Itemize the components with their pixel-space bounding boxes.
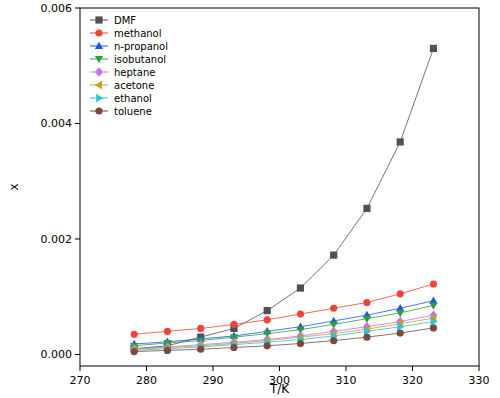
x-tick <box>346 366 347 371</box>
point <box>131 331 138 338</box>
point <box>264 342 271 349</box>
x-tick <box>80 366 81 371</box>
point <box>197 325 204 332</box>
point <box>297 310 304 317</box>
point <box>363 316 371 323</box>
y-tick <box>75 123 80 124</box>
y-tick <box>75 238 80 239</box>
y-tick <box>75 354 80 355</box>
y-tick-label: 0.006 <box>41 2 73 15</box>
x-tick-label: 310 <box>336 374 357 387</box>
point <box>429 302 437 309</box>
x-tick <box>412 366 413 371</box>
legend-label: acetone <box>114 80 154 91</box>
legend: DMF methanol n-propanol isobutanol heptane ac… <box>90 15 168 117</box>
legend-label: isobutanol <box>114 54 166 65</box>
legend-label: DMF <box>114 15 136 26</box>
plot-data <box>130 45 438 355</box>
series-line <box>134 322 433 351</box>
point <box>330 252 337 259</box>
plot-frame <box>80 8 479 366</box>
series-line <box>134 284 433 334</box>
point <box>330 305 337 312</box>
x-tick-label: 320 <box>402 374 423 387</box>
legend-marker <box>96 94 103 102</box>
legend-marker <box>95 16 102 23</box>
point <box>264 316 271 323</box>
point <box>297 284 304 291</box>
legend-label: n-propanol <box>114 41 168 52</box>
series-line <box>134 328 433 352</box>
x-tick-label: 280 <box>136 374 157 387</box>
legend-marker <box>95 42 103 49</box>
legend-marker <box>95 67 103 76</box>
x-tick-label: 290 <box>203 374 224 387</box>
y-tick-label: 0.004 <box>41 117 73 130</box>
x-tick-label: 330 <box>469 374 490 387</box>
x-axis-label: T/K <box>269 382 290 396</box>
point <box>430 324 437 331</box>
series-line <box>134 48 433 348</box>
legend-label: methanol <box>114 28 162 39</box>
legend-label: heptane <box>114 67 155 78</box>
point <box>164 347 171 354</box>
point <box>164 328 171 335</box>
point <box>363 334 370 341</box>
y-tick <box>75 8 80 9</box>
point <box>230 321 237 328</box>
point <box>264 307 271 314</box>
point <box>396 310 404 317</box>
legend-marker <box>95 107 102 114</box>
x-tick-label: 270 <box>70 374 91 387</box>
legend-label: toluene <box>114 106 152 117</box>
point <box>397 329 404 336</box>
point <box>397 290 404 297</box>
legend-marker <box>95 29 102 36</box>
x-tick <box>279 366 280 371</box>
legend-label: ethanol <box>114 93 152 104</box>
legend-marker <box>95 56 103 63</box>
point <box>397 138 404 145</box>
chart: 2702802903003103203300.0000.0020.0040.00… <box>0 0 500 398</box>
point <box>131 348 138 355</box>
point <box>430 45 437 52</box>
x-tick <box>146 366 147 371</box>
point <box>131 346 138 354</box>
point <box>330 337 337 344</box>
series-line <box>134 315 433 348</box>
y-tick-label: 0.002 <box>41 233 73 246</box>
point <box>197 346 204 353</box>
x-tick <box>213 366 214 371</box>
y-tick-label: 0.000 <box>41 348 73 361</box>
point <box>363 205 370 212</box>
point <box>363 299 370 306</box>
x-tick <box>479 366 480 371</box>
legend-marker <box>95 81 102 89</box>
point <box>430 280 437 287</box>
point <box>297 340 304 347</box>
point <box>230 344 237 351</box>
y-axis-label: x <box>7 183 21 190</box>
